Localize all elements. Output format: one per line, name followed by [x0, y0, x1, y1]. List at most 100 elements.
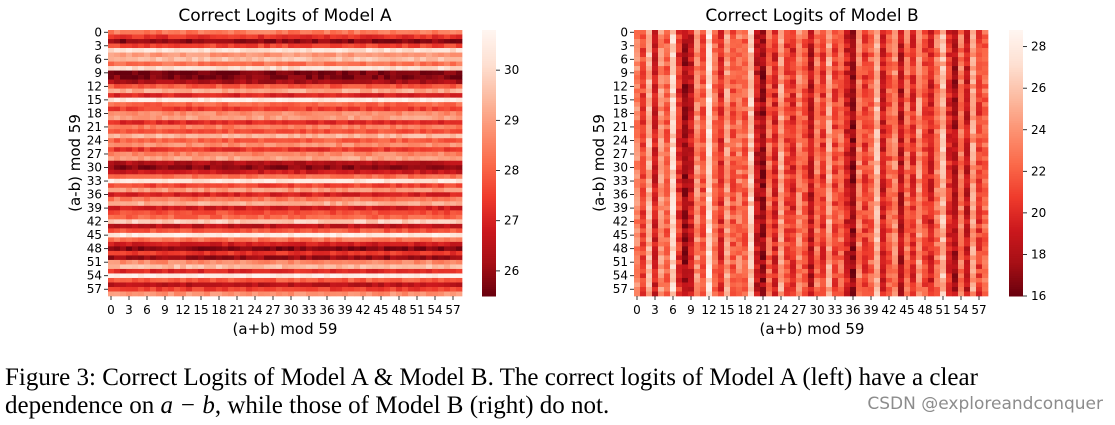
heatmap-cell [910, 79, 917, 85]
heatmap-cell [426, 156, 433, 162]
heatmap-cell [252, 196, 259, 202]
heatmap-cell [132, 111, 139, 117]
heatmap-cell [258, 219, 265, 225]
heatmap-cell [318, 79, 325, 85]
heatmap-cell [114, 111, 121, 117]
heatmap-cell [132, 102, 139, 107]
colorbar-segment [482, 238, 496, 242]
heatmap-cell [132, 259, 139, 265]
heatmap-cell [450, 30, 457, 35]
heatmap-cell [760, 75, 767, 80]
heatmap-cell [228, 223, 235, 229]
heatmap-cell [444, 57, 451, 62]
heatmap-cell [288, 201, 295, 207]
heatmap-cell [174, 39, 181, 44]
heatmap-cell [868, 106, 875, 112]
heatmap-cell [450, 61, 457, 67]
heatmap-cell [814, 52, 821, 58]
heatmap-cell [150, 259, 157, 265]
heatmap-cell [228, 111, 235, 117]
heatmap-cell [640, 106, 647, 112]
heatmap-cell [426, 241, 433, 247]
heatmap-cell [354, 34, 361, 40]
colorbar-segment [482, 194, 496, 197]
heatmap-cell [150, 291, 157, 297]
heatmap-cell [132, 223, 139, 229]
heatmap-cell [444, 174, 451, 180]
heatmap-cell [306, 237, 313, 243]
heatmap-cell [814, 66, 821, 71]
heatmap-cell [850, 57, 857, 62]
heatmap-cell [168, 138, 175, 144]
heatmap-cell [204, 102, 211, 107]
heatmap-cell [976, 61, 983, 67]
heatmap-cell [180, 210, 187, 216]
y-tick-label: 24 [87, 133, 102, 147]
heatmap-cell [408, 205, 415, 211]
heatmap-cell [940, 66, 947, 71]
heatmap-cell [444, 228, 451, 234]
heatmap-cell [670, 84, 677, 89]
heatmap-cell [414, 79, 421, 85]
heatmap-cell [198, 250, 205, 256]
heatmap-cell [162, 250, 169, 256]
colorbar-segment [482, 140, 496, 144]
heatmap-cell [246, 106, 253, 112]
heatmap-cell [162, 93, 169, 98]
heatmap-cell [372, 187, 379, 193]
heatmap-cell [138, 43, 145, 49]
heatmap-cell [180, 174, 187, 180]
heatmap-cell [432, 133, 439, 139]
heatmap-cell [222, 39, 229, 44]
heatmap-cell [408, 79, 415, 85]
heatmap-cell [138, 183, 145, 189]
heatmap-cell [844, 79, 851, 85]
heatmap-cell [186, 102, 193, 107]
heatmap-cell [408, 133, 415, 139]
colorbar-segment [482, 83, 496, 86]
heatmap-cell [300, 214, 307, 220]
x-axis-label-model-a: (a+b) mod 59 [233, 320, 338, 338]
heatmap-cell [646, 66, 653, 71]
colorbar-segment [482, 131, 496, 135]
heatmap-cell [402, 169, 409, 175]
heatmap-cell [450, 138, 457, 144]
heatmap-cell [192, 142, 199, 148]
heatmap-cell [264, 174, 271, 180]
heatmap-cell [282, 93, 289, 98]
heatmap-cell [652, 102, 659, 107]
heatmap-cell [742, 48, 749, 53]
heatmap-cell [216, 124, 223, 130]
heatmap-cell [766, 97, 773, 103]
heatmap-cell [778, 120, 785, 126]
heatmap-cell [288, 88, 295, 94]
heatmap-cell [108, 39, 115, 44]
heatmap-cell [300, 183, 307, 189]
heatmap-cell [126, 219, 133, 225]
heatmap-cell [844, 52, 851, 58]
heatmap-cell [192, 169, 199, 175]
heatmap-cell [108, 214, 115, 220]
heatmap-cell [246, 282, 253, 288]
heatmap-cell [138, 115, 145, 121]
heatmap-cell [426, 237, 433, 243]
heatmap-cell [676, 39, 683, 44]
heatmap-cell [892, 88, 899, 94]
heatmap-cell [126, 52, 133, 58]
heatmap-cell [336, 70, 343, 76]
heatmap-cell [120, 156, 127, 162]
heatmap-cell [258, 210, 265, 216]
heatmap-cell [168, 183, 175, 189]
heatmap-cell [330, 52, 337, 58]
heatmap-cell [168, 255, 175, 261]
heatmap-cell [354, 106, 361, 112]
heatmap-cell [456, 178, 463, 184]
heatmap-cell [432, 232, 439, 238]
heatmap-cell [228, 232, 235, 238]
heatmap-cell [414, 129, 421, 135]
heatmap-cell [300, 66, 307, 71]
heatmap-cell [396, 156, 403, 162]
heatmap-cell [216, 70, 223, 76]
heatmap-cell [892, 106, 899, 112]
heatmap-cell [180, 214, 187, 220]
